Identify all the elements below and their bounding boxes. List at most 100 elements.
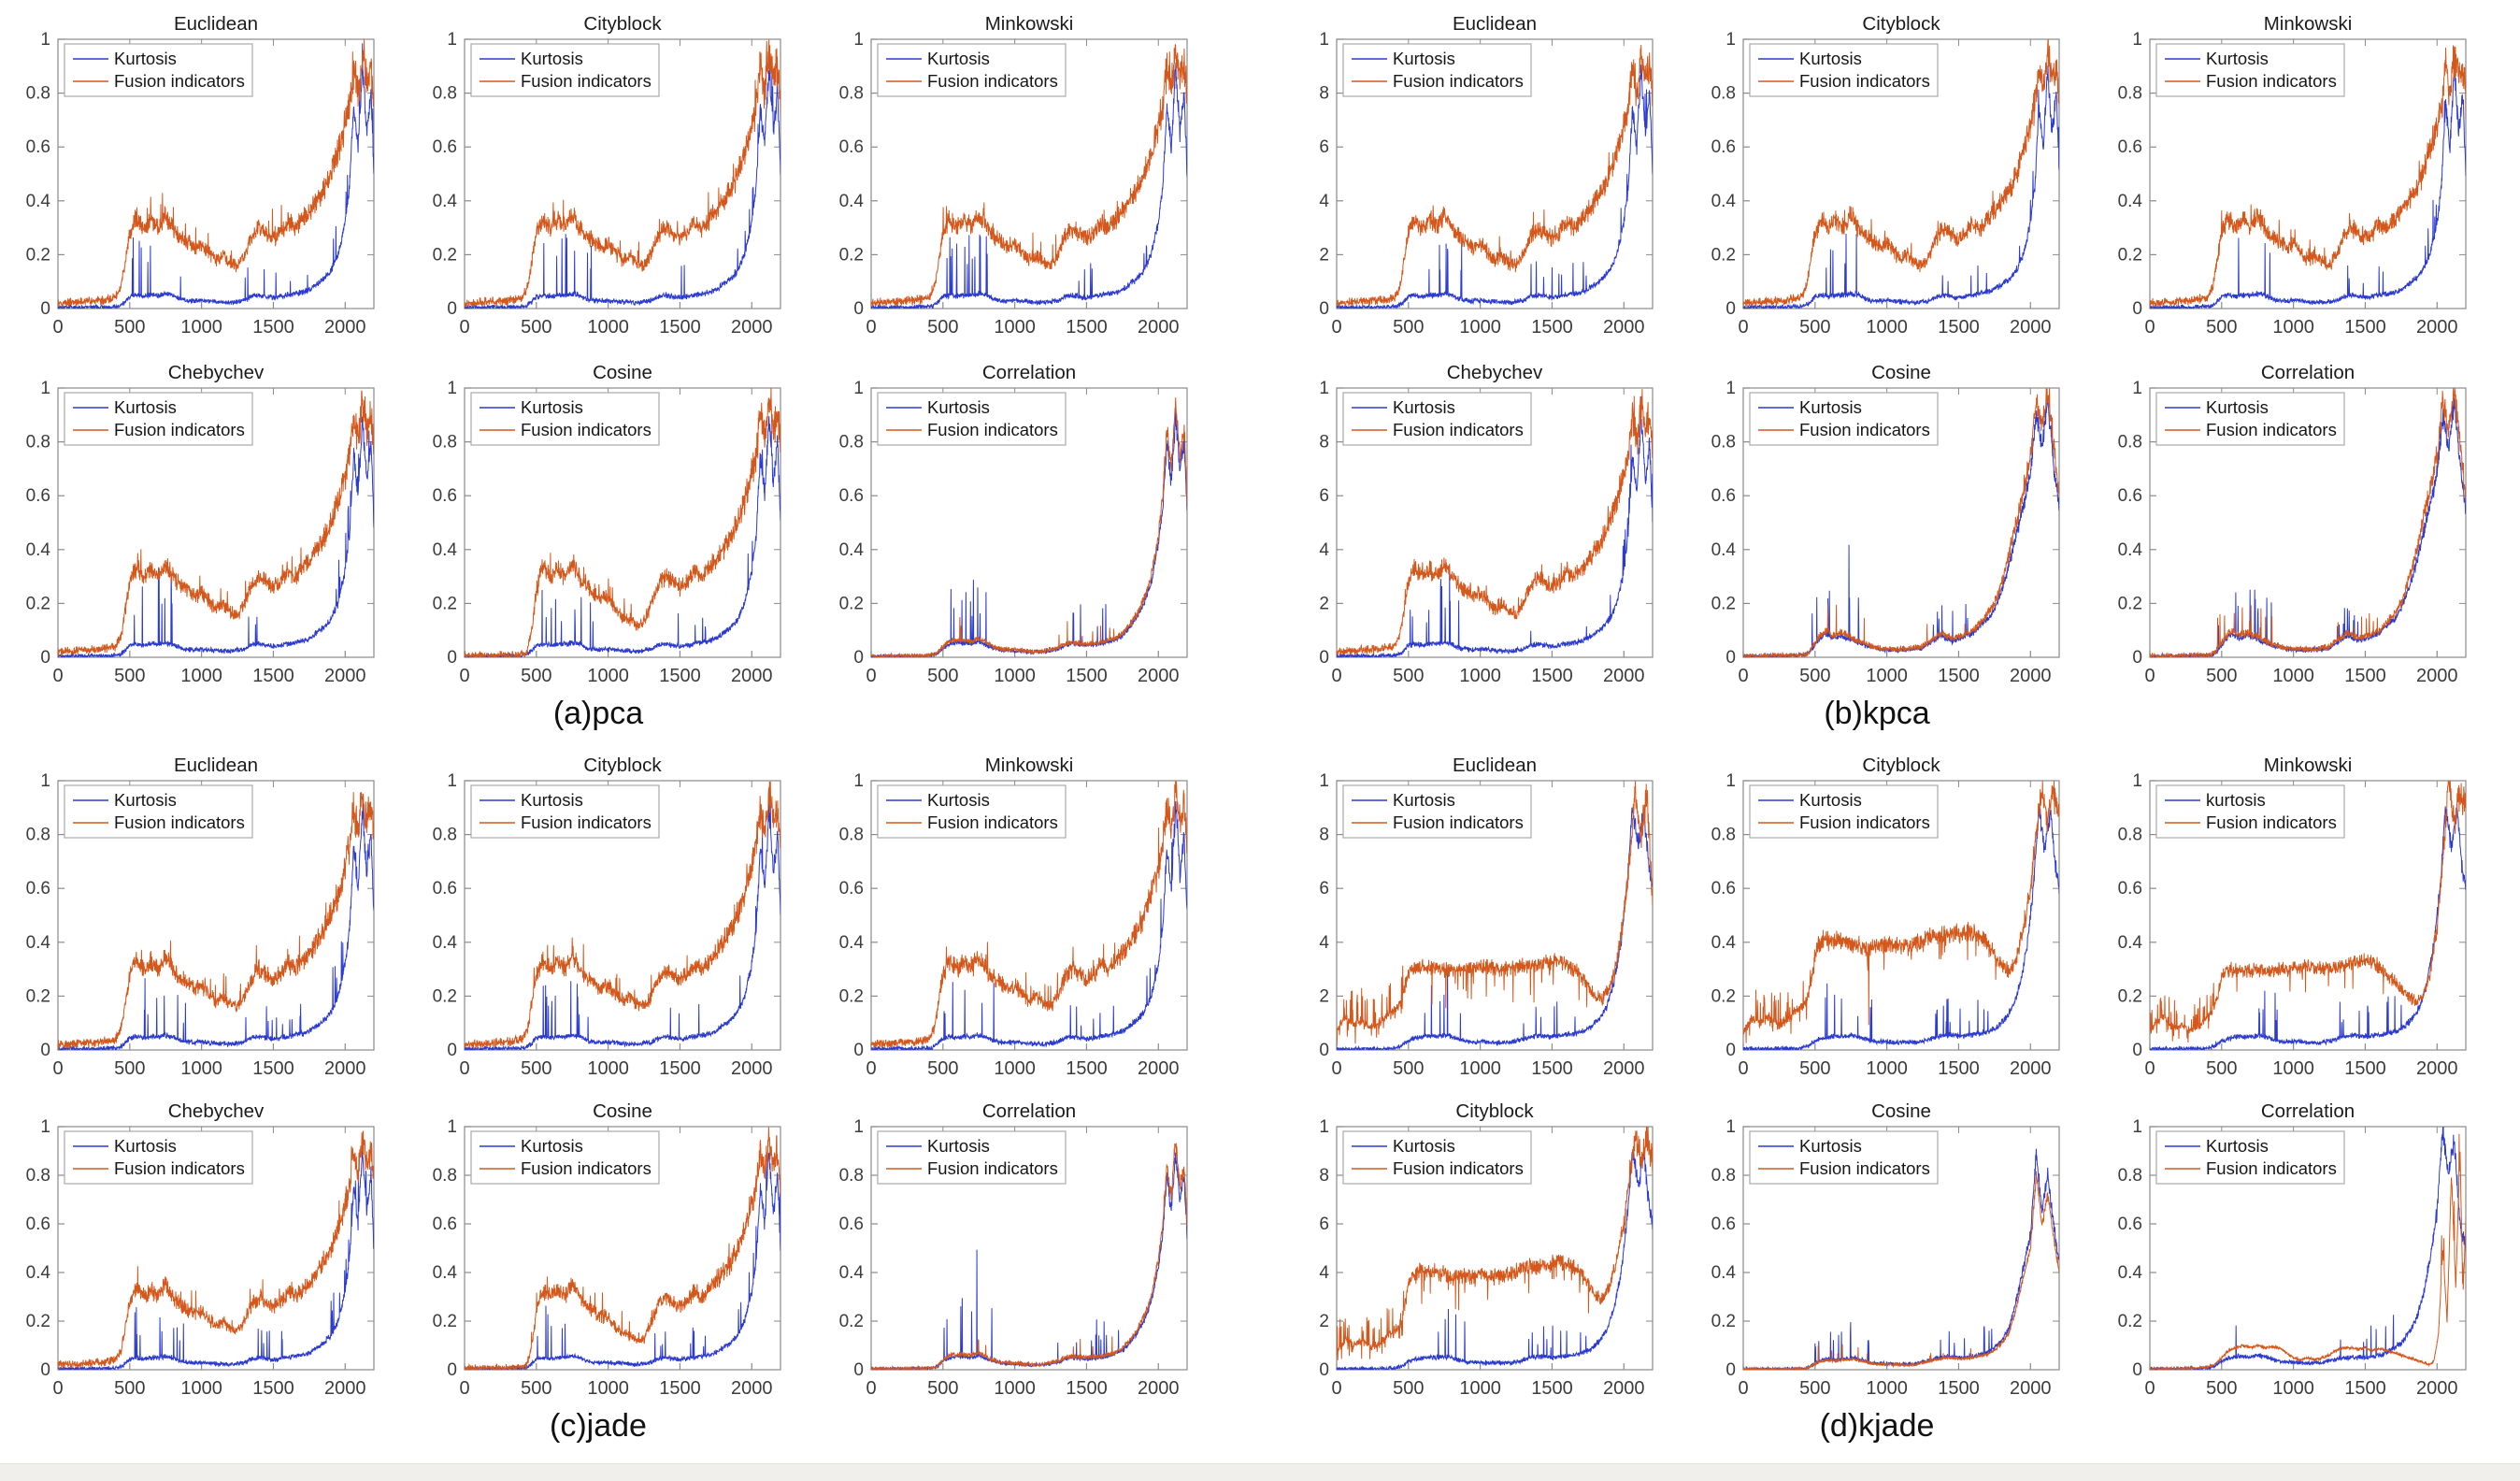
fusion-line (465, 1127, 780, 1370)
y-tick-label: 1 (2132, 379, 2142, 398)
legend-label: Kurtosis (114, 1136, 177, 1156)
y-tick-label: 0.6 (2118, 486, 2142, 506)
fusion-line (2150, 1133, 2466, 1370)
y-tick-label: 1 (1319, 771, 1329, 791)
y-tick-label: 4 (1319, 1263, 1329, 1283)
chart-apca-chebychev-3: Chebychev 1 0.8 0.6 0.4 0.2 00 500 1000 1500 2000 K… (26, 362, 375, 686)
chart-title: Cosine (593, 1100, 652, 1122)
x-tick-label: 500 (2206, 1058, 2237, 1079)
y-tick-label: 1 (40, 379, 50, 398)
fusion-line (1337, 1127, 1653, 1360)
x-tick-label: 2000 (2416, 317, 2458, 338)
legend-label: Fusion indicators (927, 1158, 1058, 1178)
x-tick-label: 1500 (1066, 666, 1108, 686)
fusion-line (1743, 1171, 2059, 1370)
y-tick-label: 0 (447, 1360, 457, 1380)
y-tick-label: 0 (1725, 1360, 1736, 1380)
y-tick-label: 0.2 (26, 1312, 50, 1331)
x-tick-label: 0 (2144, 317, 2155, 338)
y-tick-label: 4 (1319, 192, 1329, 211)
legend-label: Kurtosis (1799, 49, 1862, 68)
x-tick-label: 0 (52, 1378, 63, 1399)
legend-label: Fusion indicators (927, 812, 1058, 832)
y-tick-label: 0.4 (839, 933, 865, 953)
fusion-line (871, 44, 1187, 308)
x-tick-label: 0 (52, 317, 63, 338)
legend-label: Fusion indicators (114, 1158, 245, 1178)
y-axis: 1 0.8 0.6 0.4 0.2 0 (1711, 379, 2059, 668)
y-tick-label: 0.6 (2118, 137, 2142, 157)
chart-cjade-correlation-5: Correlation 1 0.8 0.6 0.4 0.2 00 500 1000 1500 200… (839, 1100, 1188, 1399)
y-tick-label: 0.8 (2118, 84, 2142, 104)
legend-label: Fusion indicators (114, 420, 245, 439)
y-tick-label: 0.6 (839, 486, 864, 506)
x-tick-label: 500 (1799, 1378, 1830, 1399)
chart-apca-correlation-5: Correlation 1 0.8 0.6 0.4 0.2 00 500 1000 1500 200… (839, 362, 1188, 686)
y-tick-label: 2 (1319, 986, 1329, 1006)
legend-label: Kurtosis (927, 49, 990, 68)
series-group (2150, 1127, 2466, 1370)
x-axis: 0 500 1000 1500 2000 (1738, 39, 2052, 338)
legend-label: Kurtosis (521, 1136, 583, 1156)
kurtosis-line (1337, 65, 1653, 309)
chart-title: Minkowski (985, 755, 1074, 776)
kurtosis-line (2150, 803, 2466, 1050)
x-axis: 0 500 1000 1500 2000 (866, 1127, 1180, 1399)
y-tick-label: 0.8 (839, 84, 864, 104)
x-tick-label: 2000 (731, 317, 773, 338)
series-group (465, 39, 780, 309)
x-tick-label: 1500 (1938, 1058, 1980, 1079)
y-tick-label: 0.2 (433, 986, 457, 1006)
y-tick-label: 0.2 (839, 1312, 864, 1331)
y-axis: 1 0.8 0.6 0.4 0.2 0 (2118, 771, 2466, 1060)
x-axis: 0 500 1000 1500 2000 (1738, 1127, 2052, 1399)
x-tick-label: 500 (927, 1058, 958, 1079)
x-axis: 0 500 1000 1500 2000 (866, 39, 1180, 338)
x-tick-label: 1500 (252, 1058, 294, 1079)
x-tick-label: 500 (521, 317, 551, 338)
y-tick-label: 6 (1319, 1215, 1329, 1234)
x-axis: 0 500 1000 1500 2000 (1331, 39, 1645, 338)
y-tick-label: 0 (1319, 299, 1329, 319)
x-tick-label: 1000 (180, 1058, 222, 1079)
x-tick-label: 0 (1331, 1378, 1341, 1399)
series-group (1337, 1127, 1653, 1370)
series-group (2150, 781, 2466, 1050)
y-tick-label: 0 (2132, 1041, 2142, 1060)
y-axis: 1 0.8 0.6 0.4 0.2 0 (839, 30, 1187, 319)
y-tick-label: 1 (2132, 1117, 2142, 1137)
series-group (465, 781, 780, 1050)
y-tick-label: 0.4 (839, 540, 865, 560)
legend-label: Kurtosis (2206, 397, 2269, 417)
kurtosis-line (465, 1152, 780, 1370)
legend-label: Kurtosis (114, 790, 177, 810)
series-group (1743, 388, 2059, 657)
x-tick-label: 1500 (2344, 1378, 2386, 1399)
y-tick-label: 0.6 (1711, 137, 1736, 157)
x-tick-label: 1500 (2344, 666, 2386, 686)
y-tick-label: 6 (1319, 879, 1329, 899)
legend-label: Fusion indicators (521, 812, 651, 832)
y-tick-label: 0.6 (26, 1215, 50, 1234)
kurtosis-line (871, 1152, 1187, 1370)
x-axis: 0 500 1000 1500 2000 (866, 388, 1180, 686)
y-tick-label: 0.4 (26, 1263, 51, 1283)
chart-title: Minkowski (2264, 13, 2353, 35)
x-tick-label: 1000 (1459, 317, 1501, 338)
fusion-line (465, 388, 780, 657)
x-tick-label: 2000 (2010, 1058, 2052, 1079)
x-axis: 0 500 1000 1500 2000 (2144, 39, 2458, 338)
y-tick-label: 0 (853, 648, 864, 668)
y-tick-label: 1 (447, 379, 457, 398)
x-tick-label: 500 (2206, 317, 2237, 338)
plot-frame (1336, 387, 1654, 658)
kurtosis-line (1743, 65, 2059, 309)
fusion-line (2150, 388, 2466, 657)
chart-dkjade-minkowski-2: Minkowski 1 0.8 0.6 0.4 0.2 00 500 1000 1500 2000 k… (2118, 755, 2467, 1079)
fusion-line (1337, 389, 1653, 655)
